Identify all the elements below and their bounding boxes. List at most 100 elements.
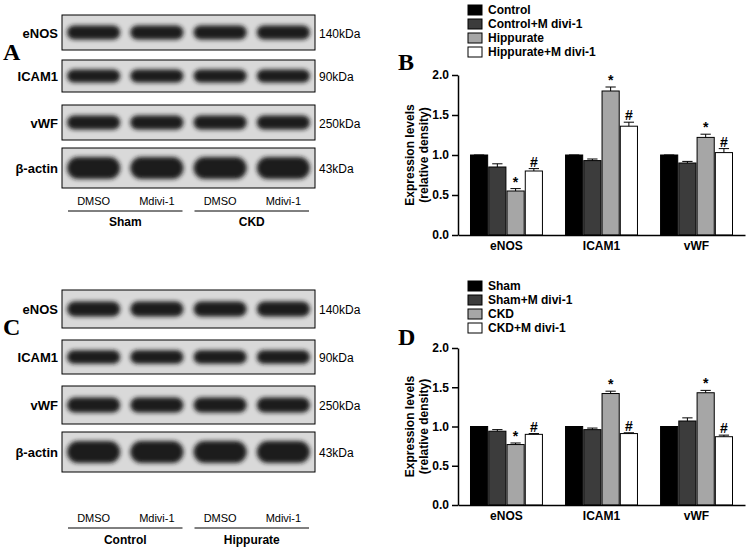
blot-band (257, 397, 310, 412)
legend-label: Hippurate (488, 31, 544, 45)
error-bar-cap (682, 417, 692, 418)
error-bar (474, 155, 484, 156)
kda-label: 43kDa (319, 162, 354, 176)
significance-mark: # (625, 418, 633, 434)
blot-strip (62, 386, 315, 424)
group-label: Hippurate (224, 533, 280, 547)
error-bar-cap (664, 155, 674, 156)
bar (602, 91, 619, 235)
blot-band (130, 301, 183, 316)
legend: ControlControl+M divi-1HippurateHippurat… (468, 3, 596, 59)
tick-mark (452, 75, 458, 77)
bar (697, 393, 714, 505)
group-line (68, 211, 183, 212)
bar (715, 437, 732, 505)
blot-band (130, 26, 183, 40)
legend-swatch (468, 295, 482, 305)
blot-band (194, 441, 247, 463)
tick-label: eNOS (490, 239, 523, 253)
blot-band (257, 26, 310, 40)
bar (507, 445, 524, 505)
protein-label: vWF (31, 398, 59, 413)
bar (470, 155, 487, 235)
plot-area (470, 87, 732, 235)
bar (584, 161, 601, 235)
bar (584, 430, 601, 505)
axis-line (459, 235, 746, 237)
lane-label: DMSO (204, 512, 237, 524)
blot-band (130, 157, 183, 179)
bar (566, 155, 583, 235)
y-tick: 0.5 (432, 459, 458, 473)
kda-label: 250kDa (319, 399, 361, 413)
error-bar (492, 430, 502, 432)
tick-label: 0.0 (432, 498, 449, 512)
significance-mark: * (608, 376, 614, 392)
blot-band (194, 116, 247, 130)
panel-letter: C (3, 314, 20, 340)
error-bar-cap (664, 426, 674, 427)
significance-mark: # (720, 420, 728, 436)
blot-band (67, 70, 120, 83)
axis-line (459, 505, 746, 507)
tick-label: ICAM1 (583, 239, 621, 253)
bar (715, 153, 732, 235)
tick-label: vWF (684, 509, 709, 523)
blot-band (194, 350, 247, 364)
x-axis: eNOSICAM1vWF (459, 505, 746, 523)
group-line (68, 528, 183, 529)
tick-mark (452, 505, 458, 507)
error-bar (664, 155, 674, 156)
lane-label: DMSO (77, 195, 110, 207)
group-line (195, 528, 310, 529)
bar (620, 434, 637, 505)
legend: ShamSham+M divi-1CKDCKD+M divi-1 (468, 279, 573, 335)
y-axis-title: (relative density) (417, 107, 431, 202)
protein-label: eNOS (23, 26, 59, 41)
error-bar (682, 161, 692, 163)
significance-mark: # (530, 419, 538, 435)
error-bar (587, 428, 597, 430)
significance-mark: * (513, 428, 519, 444)
y-tick: 1.5 (432, 108, 458, 122)
chart-panel: ***###0.00.51.01.52.0eNOSICAM1vWFExpress… (398, 3, 746, 253)
error-bar (587, 159, 597, 161)
bar (525, 434, 542, 505)
significance-mark: * (703, 119, 709, 135)
blot-band (194, 26, 247, 40)
y-axis: 0.00.51.01.52.0 (432, 68, 458, 242)
blot-band (67, 397, 120, 412)
y-tick: 0.0 (432, 228, 458, 242)
kda-label: 250kDa (319, 117, 361, 131)
bar (602, 394, 619, 505)
blot-band (67, 301, 120, 316)
lane-label: Mdivi-1 (266, 195, 301, 207)
panel-letter: B (398, 49, 414, 75)
blot-band (130, 441, 183, 463)
blot-band (257, 116, 310, 130)
y-axis-title: Expression levels (403, 104, 417, 206)
y-axis-title: Expression levels (403, 375, 417, 477)
protein-label: ICAM1 (18, 350, 58, 365)
bar (507, 191, 524, 235)
error-bar (682, 418, 692, 421)
blot-strip (62, 60, 315, 92)
blot-band (67, 350, 120, 364)
kda-label: 43kDa (319, 446, 354, 460)
group-line (195, 211, 310, 212)
bar (679, 421, 696, 505)
bar (620, 126, 637, 235)
y-tick: 1.0 (432, 420, 458, 434)
x-tick: eNOS (490, 505, 523, 523)
tick-label: 0.0 (432, 228, 449, 242)
blot-strip (62, 148, 315, 188)
kda-label: 140kDa (319, 303, 361, 317)
significance-mark: # (720, 134, 728, 150)
bar (489, 167, 506, 235)
legend-swatch (468, 5, 482, 15)
legend-swatch (468, 33, 482, 43)
bar (661, 155, 678, 235)
blot-strip (62, 15, 315, 50)
lane-label: Mdivi-1 (139, 195, 174, 207)
error-bar (569, 155, 579, 156)
